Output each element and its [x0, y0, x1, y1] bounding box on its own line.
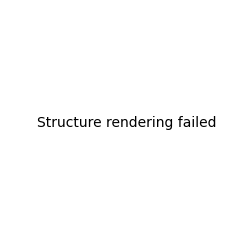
Text: Structure rendering failed: Structure rendering failed: [37, 116, 217, 130]
